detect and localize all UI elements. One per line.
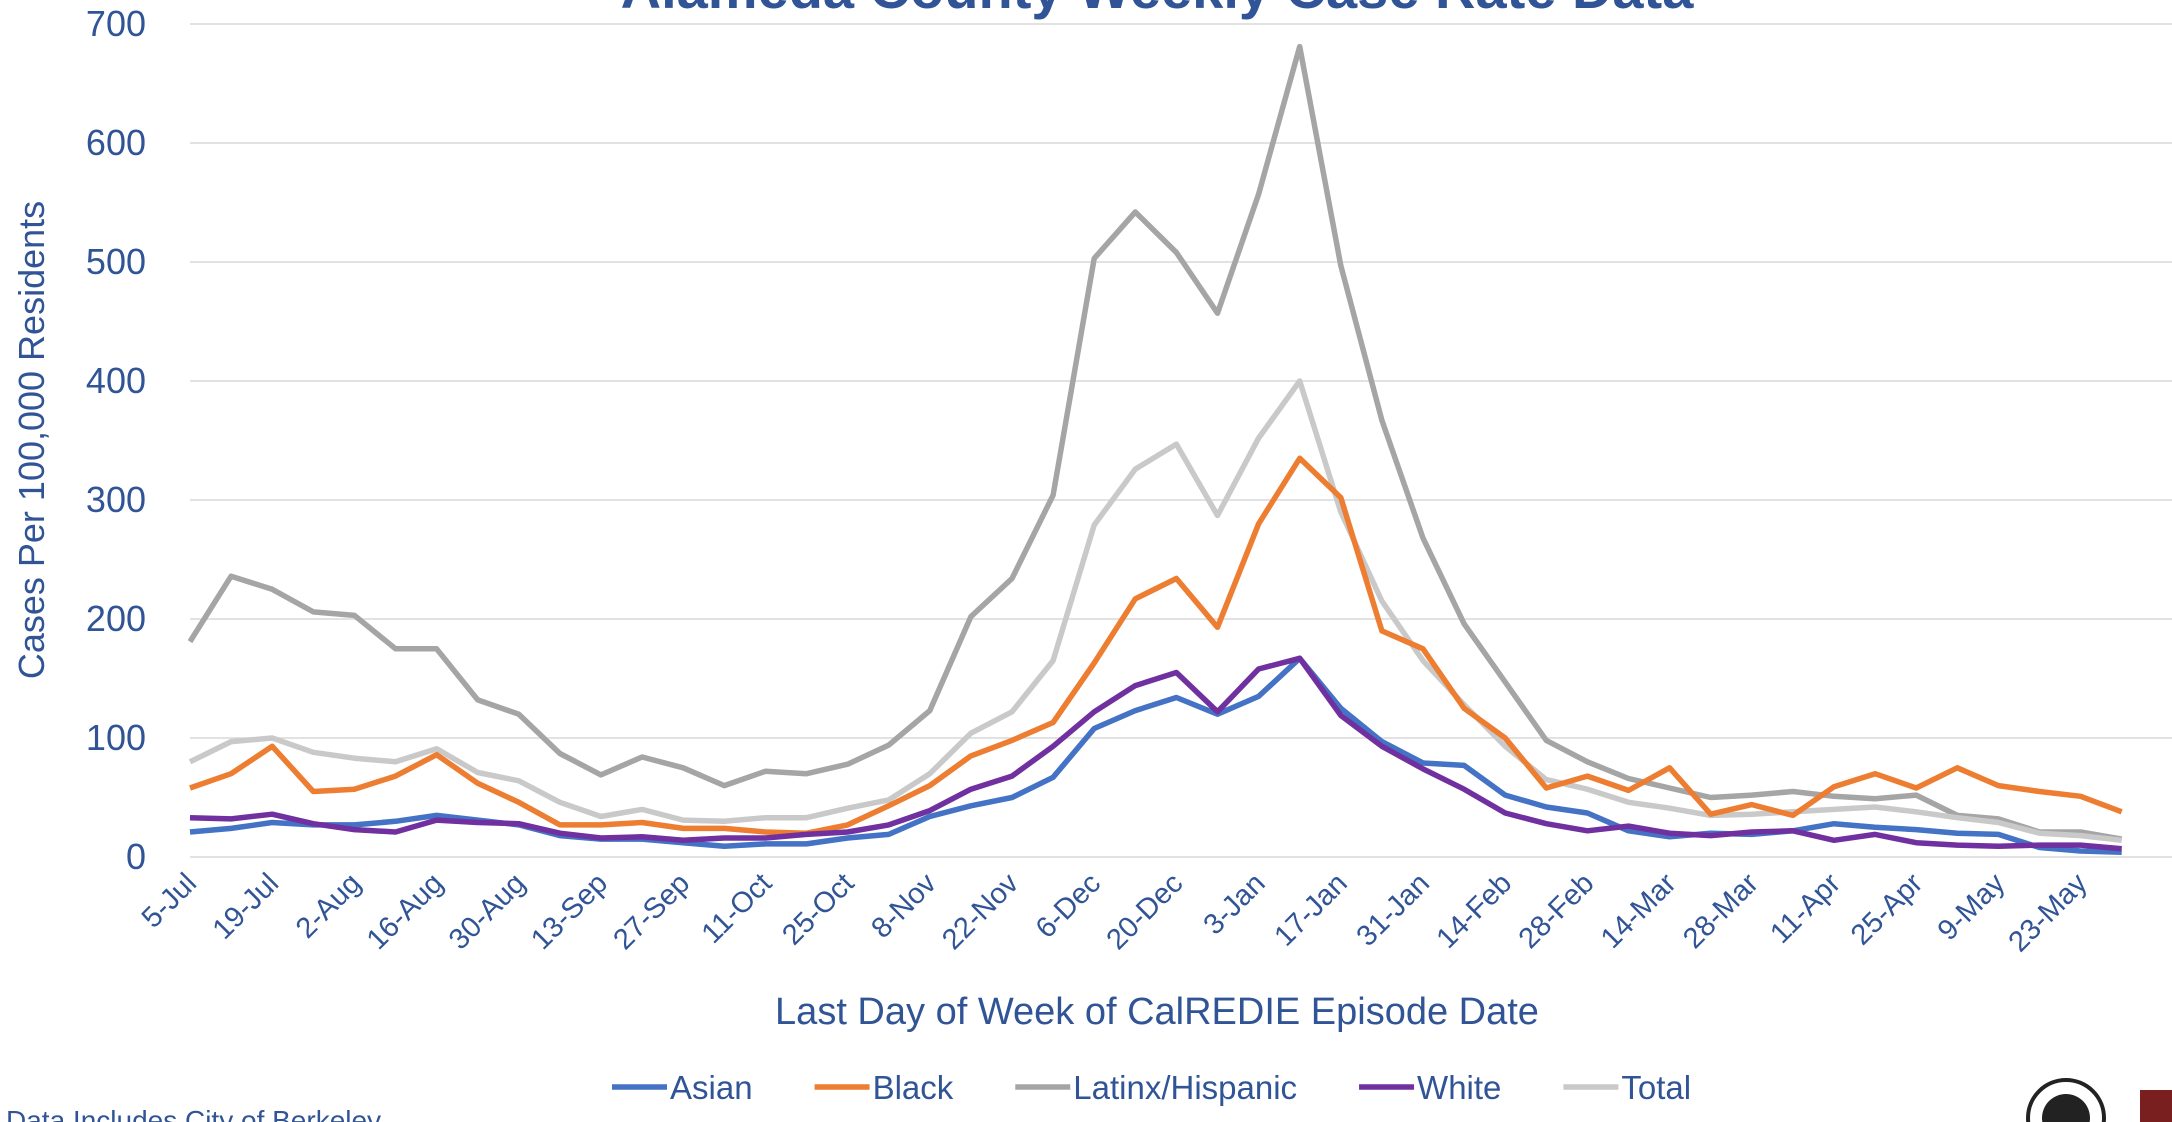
x-tick-label: 27-Sep <box>607 867 696 956</box>
y-tick-label: 700 <box>86 3 146 44</box>
x-tick-label: 22-Nov <box>936 867 1025 956</box>
x-tick-label: 25-Oct <box>776 867 860 951</box>
x-tick-label: 28-Mar <box>1677 867 1765 955</box>
x-tick-label: 28-Feb <box>1513 867 1601 955</box>
y-axis-label: Cases Per 100,000 Residents <box>11 201 52 679</box>
logo <box>2026 1078 2172 1122</box>
x-tick-label: 20-Dec <box>1101 867 1190 956</box>
y-tick-label: 200 <box>86 598 146 639</box>
y-tick-label: 0 <box>126 836 146 877</box>
x-tick-label: 13-Sep <box>525 867 614 956</box>
x-tick-label: 25-Apr <box>1845 867 1929 951</box>
y-tick-label: 300 <box>86 479 146 520</box>
legend-label: Asian <box>670 1069 753 1106</box>
legend-label: Total <box>1621 1069 1691 1106</box>
x-tick-label: 8-Nov <box>865 867 943 945</box>
y-tick-label: 400 <box>86 360 146 401</box>
series-line <box>187 43 2123 842</box>
series-line <box>188 378 2123 844</box>
x-tick-label: 17-Jan <box>1268 867 1353 952</box>
x-tick-label: 11-Apr <box>1764 867 1847 950</box>
x-tick-label: 3-Jan <box>1198 867 1272 941</box>
y-tick-label: 600 <box>86 122 146 163</box>
x-tick-label: 11-Oct <box>696 867 779 950</box>
series-line <box>189 655 2122 852</box>
series-line <box>189 455 2123 836</box>
legend-label: White <box>1417 1069 1501 1106</box>
x-tick-label: 30-Aug <box>443 867 532 956</box>
legend-label: Latinx/Hispanic <box>1073 1069 1297 1106</box>
footnote: Data Includes City of Berkeley <box>6 1105 381 1122</box>
x-tick-label: 14-Feb <box>1431 867 1519 955</box>
x-tick-label: 16-Aug <box>361 867 450 956</box>
x-axis-label: Last Day of Week of CalREDIE Episode Dat… <box>775 991 1539 1033</box>
x-tick-label: 31-Jan <box>1351 867 1436 952</box>
legend-label: Black <box>873 1069 954 1106</box>
x-tick-label: 14-Mar <box>1595 867 1683 955</box>
x-tick-label: 6-Dec <box>1030 867 1107 944</box>
y-tick-label: 500 <box>86 241 146 282</box>
x-tick-label: 2-Aug <box>290 867 367 944</box>
x-tick-label: 23-May <box>2003 867 2094 958</box>
y-tick-label: 100 <box>86 717 146 758</box>
x-tick-label: 5-Jul <box>136 867 203 934</box>
x-tick-label: 9-May <box>1932 867 2012 947</box>
chart-title: Alameda County Weekly Case Rate Data <box>621 0 1695 20</box>
x-tick-label: 19-Jul <box>207 867 285 945</box>
